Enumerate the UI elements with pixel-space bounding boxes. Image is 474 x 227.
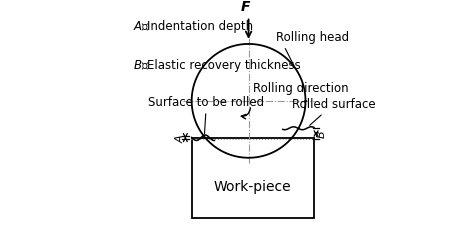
Text: Surface to be rolled: Surface to be rolled	[148, 96, 264, 134]
Text: $A$：: $A$：	[133, 20, 149, 33]
Text: Elastic recovery thickness: Elastic recovery thickness	[147, 58, 301, 71]
Text: $B$: $B$	[315, 129, 327, 138]
Text: $\bfit{F}$: $\bfit{F}$	[240, 0, 251, 14]
Text: Rolled surface: Rolled surface	[292, 98, 375, 126]
Text: Indentation depth: Indentation depth	[147, 20, 254, 32]
Bar	[191, 138, 314, 218]
Text: $B$：: $B$：	[133, 58, 149, 72]
Text: Work-piece: Work-piece	[214, 179, 292, 193]
Text: Rolling head: Rolling head	[276, 31, 349, 67]
Text: Rolling direction: Rolling direction	[253, 81, 348, 94]
Text: $A$: $A$	[173, 133, 185, 143]
